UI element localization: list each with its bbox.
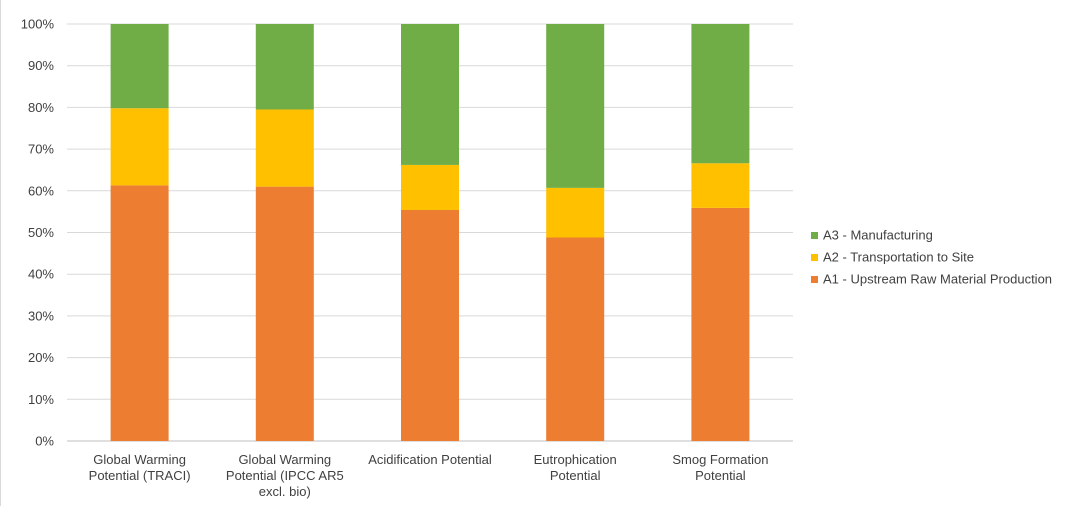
legend-swatch xyxy=(811,232,818,239)
bar-segment-2 xyxy=(401,164,459,210)
y-tick-label: 20% xyxy=(28,350,54,365)
category-label-line: excl. bio) xyxy=(259,484,311,499)
category-label-line: Potential xyxy=(550,468,601,483)
category-label: Global Warming Potential (IPCC AR5 excl. b… xyxy=(226,452,344,499)
category-label-line: Acidification Potential xyxy=(368,452,492,467)
bar-segment-3 xyxy=(110,24,169,109)
category-label-line: Global Warming xyxy=(238,452,331,467)
y-tick-label: 30% xyxy=(28,308,54,323)
y-tick-label: 70% xyxy=(28,142,54,157)
bar-segment-3 xyxy=(401,24,459,165)
y-tick-label: 10% xyxy=(28,392,54,407)
category-label: Eutrophication Potential xyxy=(534,452,617,483)
bar-segment-3 xyxy=(691,24,750,164)
y-tick-label: 40% xyxy=(28,267,54,282)
category-label-line: Global Warming xyxy=(93,452,186,467)
bar-segment-1 xyxy=(546,237,605,441)
category-label-line: Potential (IPCC AR5 xyxy=(226,468,344,483)
legend-label: A3 - Manufacturing xyxy=(823,228,933,243)
y-tick-label: 100% xyxy=(21,17,55,32)
category-label: Smog Formation Potential xyxy=(672,452,768,483)
legend-swatch xyxy=(811,254,818,261)
bar-segment-2 xyxy=(691,163,750,208)
legend-label: A1 - Upstream Raw Material Production xyxy=(823,272,1052,287)
category-label: Global Warming Potential (TRACI) xyxy=(89,452,191,483)
category-label-line: Smog Formation xyxy=(672,452,768,467)
category-label: Acidification Potential xyxy=(368,452,492,467)
bar-segment-1 xyxy=(691,207,750,441)
bar-segment-2 xyxy=(546,187,605,238)
bar-segment-1 xyxy=(401,209,459,441)
category-label-line: Potential xyxy=(695,468,746,483)
bar-segment-2 xyxy=(255,109,314,187)
y-tick-label: 60% xyxy=(28,183,54,198)
y-tick-label: 0% xyxy=(35,434,54,449)
y-tick-label: 80% xyxy=(28,100,54,115)
y-tick-label: 50% xyxy=(28,225,54,240)
legend-label: A2 - Transportation to Site xyxy=(823,250,974,265)
bar-segment-1 xyxy=(110,185,169,441)
legend-swatch xyxy=(811,276,818,283)
bar-segment-2 xyxy=(110,108,169,186)
y-tick-label: 90% xyxy=(28,58,54,73)
bar-segment-3 xyxy=(255,24,314,110)
category-label-line: Potential (TRACI) xyxy=(89,468,191,483)
bar-segment-3 xyxy=(546,24,605,188)
category-label-line: Eutrophication xyxy=(534,452,617,467)
bar-segment-1 xyxy=(255,186,314,441)
